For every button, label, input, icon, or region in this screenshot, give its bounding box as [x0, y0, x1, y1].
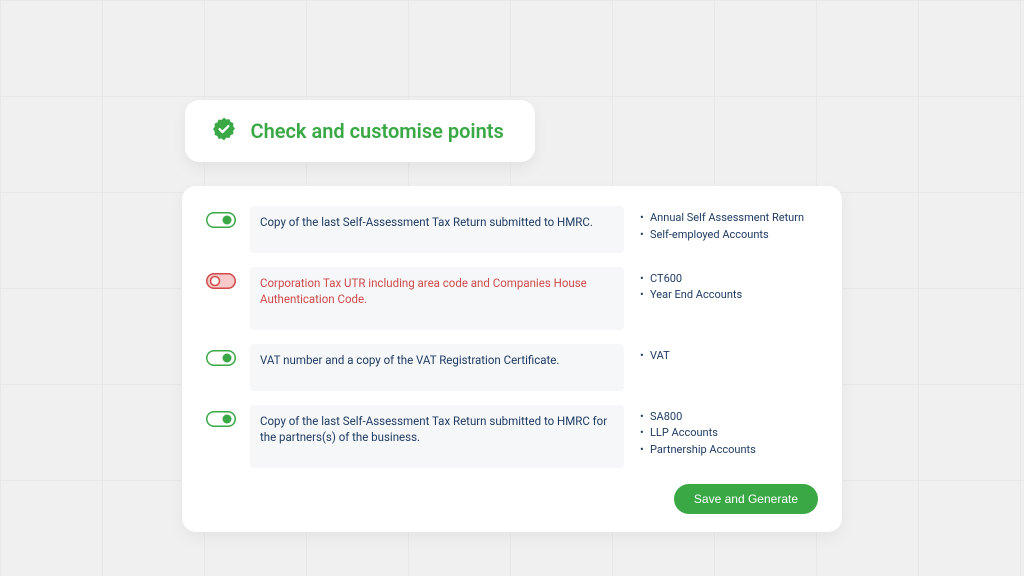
- point-description: Copy of the last Self-Assessment Tax Ret…: [250, 206, 624, 253]
- tag-item: CT600: [638, 271, 818, 288]
- tag-item: LLP Accounts: [638, 425, 818, 442]
- toggle-on[interactable]: [206, 411, 236, 431]
- point-tags: Annual Self Assessment ReturnSelf-employ…: [638, 206, 818, 243]
- tag-item: VAT: [638, 348, 818, 365]
- point-description: Copy of the last Self-Assessment Tax Ret…: [250, 405, 624, 468]
- point-description: VAT number and a copy of the VAT Registr…: [250, 344, 624, 391]
- point-row: VAT number and a copy of the VAT Registr…: [206, 344, 818, 391]
- toggle-on[interactable]: [206, 212, 236, 232]
- toggle-on[interactable]: [206, 350, 236, 370]
- point-description: Corporation Tax UTR including area code …: [250, 267, 624, 330]
- points-list: Copy of the last Self-Assessment Tax Ret…: [206, 206, 818, 482]
- point-row: Copy of the last Self-Assessment Tax Ret…: [206, 206, 818, 253]
- points-card: Copy of the last Self-Assessment Tax Ret…: [182, 186, 842, 532]
- header-card: Check and customise points: [185, 100, 535, 162]
- tag-item: Partnership Accounts: [638, 442, 818, 459]
- point-tags: SA800LLP AccountsPartnership Accounts: [638, 405, 818, 459]
- card-footer: Save and Generate: [206, 484, 818, 514]
- point-tags: CT600Year End Accounts: [638, 267, 818, 304]
- point-row: Copy of the last Self-Assessment Tax Ret…: [206, 405, 818, 468]
- header-title: Check and customise points: [251, 119, 504, 143]
- seal-check-icon: [211, 116, 237, 146]
- tag-item: Annual Self Assessment Return: [638, 210, 818, 227]
- tag-item: Year End Accounts: [638, 287, 818, 304]
- point-tags: VAT: [638, 344, 818, 365]
- tag-item: Self-employed Accounts: [638, 227, 818, 244]
- point-row: Corporation Tax UTR including area code …: [206, 267, 818, 330]
- save-generate-button[interactable]: Save and Generate: [674, 484, 818, 514]
- tag-item: SA800: [638, 409, 818, 426]
- toggle-off[interactable]: [206, 273, 236, 293]
